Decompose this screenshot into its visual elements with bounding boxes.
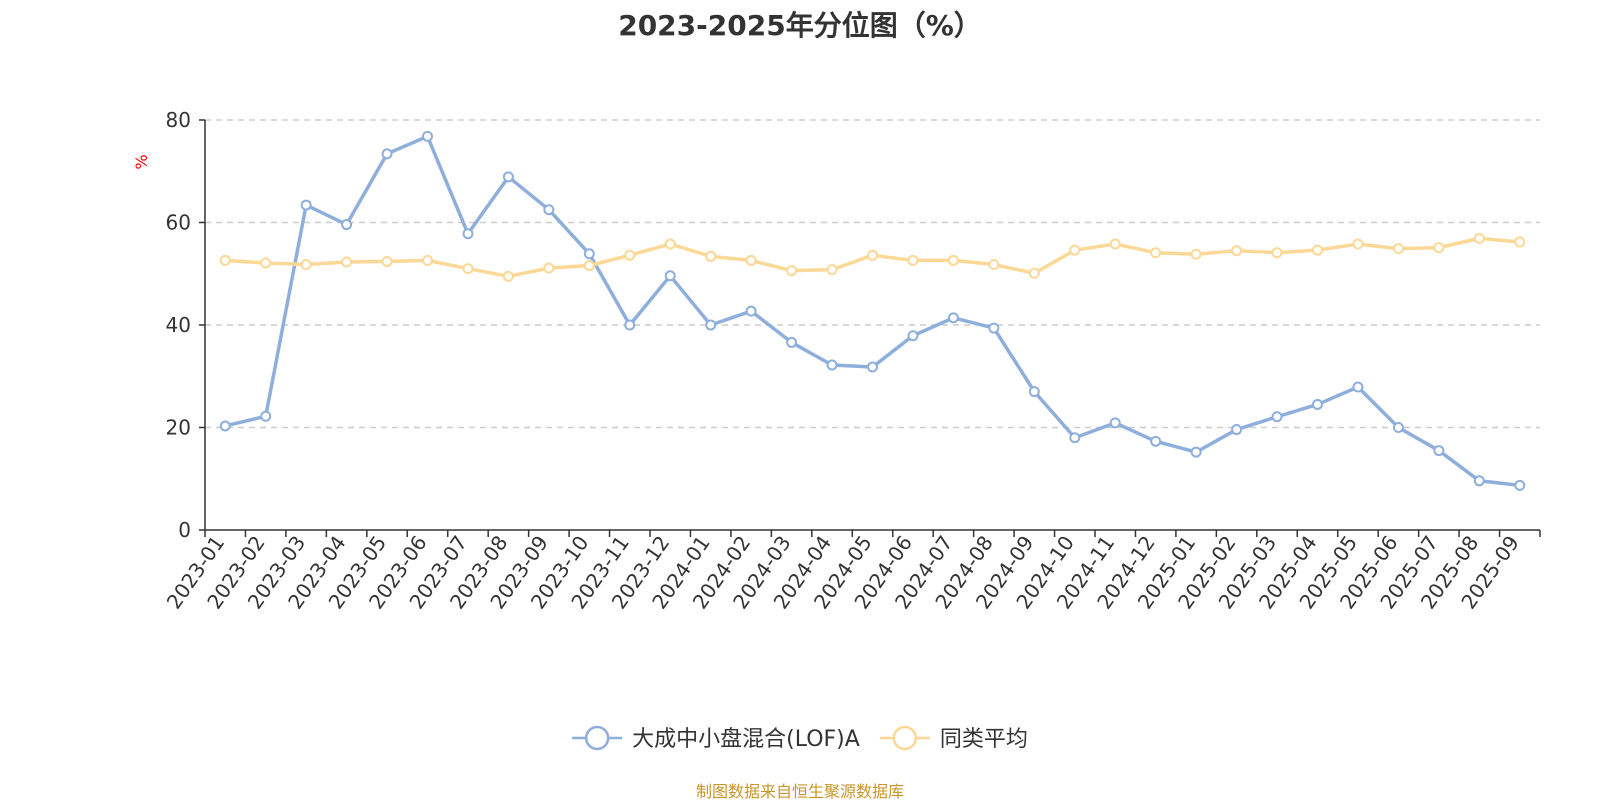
data-point: [664, 238, 676, 250]
data-point: [988, 259, 1000, 271]
data-point: [1312, 398, 1323, 410]
data-point: [1028, 267, 1040, 279]
data-point: [1069, 244, 1081, 256]
data-point: [422, 130, 433, 142]
data-point: [1190, 446, 1202, 458]
data-point: [867, 361, 878, 373]
legend-item[interactable]: 大成中小盘混合(LOF)A: [572, 725, 860, 752]
chart-title: 2023-2025年分位图（%）: [618, 9, 982, 42]
data-point: [300, 259, 312, 271]
data-point: [867, 249, 878, 261]
y-tick-label: 60: [166, 211, 191, 235]
series-group: [219, 232, 1526, 282]
data-point: [1514, 479, 1526, 491]
data-point: [1150, 247, 1162, 259]
data-point: [1352, 381, 1364, 393]
data-point: [1312, 244, 1323, 256]
legend-marker: [584, 725, 610, 751]
data-point: [300, 199, 312, 211]
data-point: [341, 219, 353, 231]
data-point: [1433, 445, 1445, 457]
data-point: [664, 270, 676, 282]
data-point: [1473, 232, 1485, 244]
data-point: [1231, 424, 1243, 436]
data-point: [502, 270, 514, 282]
y-tick-label: 80: [166, 108, 191, 132]
gridlines: [205, 119, 1540, 429]
legend-label: 同类平均: [940, 727, 1028, 752]
y-tick-label: 40: [166, 313, 191, 337]
data-point: [219, 254, 231, 266]
data-point: [1433, 242, 1445, 254]
data-point: [543, 204, 555, 216]
data-point: [341, 256, 353, 268]
data-point: [462, 263, 474, 275]
data-point: [826, 264, 838, 276]
data-point: [624, 319, 636, 331]
data-point: [1109, 238, 1121, 250]
data-point: [1231, 245, 1243, 257]
data-point: [260, 257, 272, 269]
data-point: [219, 420, 231, 432]
legend-marker: [892, 725, 918, 751]
data-point: [988, 322, 1000, 334]
data-point: [826, 359, 838, 371]
data-point: [947, 254, 959, 266]
series-line: [224, 134, 1520, 488]
y-tick-label: 20: [166, 416, 191, 440]
data-point: [1150, 435, 1162, 447]
data-point: [462, 228, 474, 240]
data-point: [745, 305, 757, 317]
data-point: [1392, 243, 1404, 255]
data-point: [543, 262, 555, 274]
data-point: [907, 254, 919, 266]
series-group: [219, 130, 1526, 491]
data-point: [1069, 432, 1081, 444]
data-point: [1514, 236, 1526, 248]
data-point: [1109, 417, 1121, 429]
data-point: [1271, 247, 1283, 259]
data-point: [624, 249, 636, 261]
data-point: [907, 330, 919, 342]
data-point: [745, 254, 757, 266]
data-point: [1352, 238, 1364, 250]
data-point: [381, 255, 393, 267]
legend-item[interactable]: 同类平均: [879, 725, 1028, 752]
data-point: [1028, 386, 1040, 398]
data-point: [381, 148, 393, 160]
data-point: [502, 171, 514, 183]
data-point: [705, 250, 717, 262]
data-point: [422, 254, 433, 266]
data-point: [1473, 475, 1485, 487]
data-point: [705, 319, 717, 331]
data-point: [1190, 248, 1202, 260]
data-point: [260, 410, 272, 422]
data-point: [947, 312, 959, 324]
legend: 大成中小盘混合(LOF)A 同类平均: [572, 725, 1028, 752]
source-note: 制图数据来自恒生聚源数据库: [695, 782, 904, 801]
y-tick-label: 0: [178, 518, 191, 542]
series: [219, 130, 1526, 491]
data-point: [1271, 411, 1283, 423]
y-axis-label: %: [132, 154, 151, 169]
legend-label: 大成中小盘混合(LOF)A: [632, 727, 860, 752]
data-point: [786, 336, 798, 348]
data-point: [786, 265, 798, 277]
data-point: [1392, 422, 1404, 433]
data-point: [583, 260, 595, 272]
data-point: [583, 248, 595, 260]
